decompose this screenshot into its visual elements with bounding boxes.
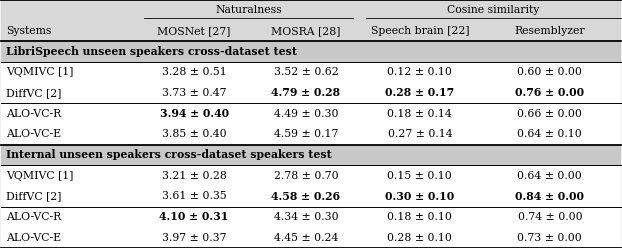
Text: ALO-VC-E: ALO-VC-E [6,233,62,243]
Text: 3.52 ± 0.62: 3.52 ± 0.62 [274,67,338,77]
Text: Naturalness: Naturalness [215,5,282,15]
Text: 3.28 ± 0.51: 3.28 ± 0.51 [162,67,226,77]
Text: VQMIVC [1]: VQMIVC [1] [6,171,73,181]
Text: VQMIVC [1]: VQMIVC [1] [6,67,73,77]
Text: 0.30 ± 0.10: 0.30 ± 0.10 [385,191,455,202]
Text: ALO-VC-E: ALO-VC-E [6,129,62,139]
Text: 4.34 ± 0.30: 4.34 ± 0.30 [274,212,338,222]
Text: 0.76 ± 0.00: 0.76 ± 0.00 [515,88,585,98]
Text: 0.73 ± 0.00: 0.73 ± 0.00 [518,233,582,243]
Text: 0.60 ± 0.00: 0.60 ± 0.00 [518,67,582,77]
Text: 0.84 ± 0.00: 0.84 ± 0.00 [516,191,584,202]
Text: 3.21 ± 0.28: 3.21 ± 0.28 [162,171,226,181]
Text: DiffVC [2]: DiffVC [2] [6,191,62,201]
Text: 3.85 ± 0.40: 3.85 ± 0.40 [162,129,226,139]
Text: 0.15 ± 0.10: 0.15 ± 0.10 [388,171,452,181]
Text: 0.12 ± 0.10: 0.12 ± 0.10 [388,67,452,77]
Text: 0.28 ± 0.10: 0.28 ± 0.10 [388,233,452,243]
Text: Cosine similarity: Cosine similarity [447,5,539,15]
Text: 4.59 ± 0.17: 4.59 ± 0.17 [274,129,338,139]
Text: 3.97 ± 0.37: 3.97 ± 0.37 [162,233,226,243]
FancyBboxPatch shape [1,145,621,165]
Text: ALO-VC-R: ALO-VC-R [6,212,62,222]
Text: 0.18 ± 0.14: 0.18 ± 0.14 [388,109,452,119]
Text: 0.27 ± 0.14: 0.27 ± 0.14 [388,129,452,139]
Text: MOSNet [27]: MOSNet [27] [157,26,231,36]
Text: 3.94 ± 0.40: 3.94 ± 0.40 [159,108,229,119]
Text: 3.73 ± 0.47: 3.73 ± 0.47 [162,88,226,98]
Text: 0.66 ± 0.00: 0.66 ± 0.00 [518,109,582,119]
FancyBboxPatch shape [1,41,621,62]
Text: 0.64 ± 0.00: 0.64 ± 0.00 [518,171,582,181]
Text: 0.18 ± 0.10: 0.18 ± 0.10 [388,212,452,222]
Text: 0.28 ± 0.17: 0.28 ± 0.17 [385,88,455,98]
Text: Speech brain [22]: Speech brain [22] [371,26,469,36]
FancyBboxPatch shape [1,21,621,41]
Text: LibriSpeech unseen speakers cross-dataset test: LibriSpeech unseen speakers cross-datase… [6,46,297,57]
Text: 0.74 ± 0.00: 0.74 ± 0.00 [518,212,582,222]
Text: Resemblyzer: Resemblyzer [514,26,585,36]
Text: 4.10 ± 0.31: 4.10 ± 0.31 [159,212,229,222]
Text: 4.58 ± 0.26: 4.58 ± 0.26 [271,191,341,202]
Text: DiffVC [2]: DiffVC [2] [6,88,62,98]
Text: Internal unseen speakers cross-dataset speakers test: Internal unseen speakers cross-dataset s… [6,150,332,160]
Text: MOSRA [28]: MOSRA [28] [271,26,341,36]
Text: ALO-VC-R: ALO-VC-R [6,109,62,119]
Text: Systems: Systems [6,26,52,36]
Text: 4.79 ± 0.28: 4.79 ± 0.28 [271,88,341,98]
Text: 4.45 ± 0.24: 4.45 ± 0.24 [274,233,338,243]
Text: 4.49 ± 0.30: 4.49 ± 0.30 [274,109,338,119]
Text: 2.78 ± 0.70: 2.78 ± 0.70 [274,171,338,181]
FancyBboxPatch shape [1,0,621,21]
Text: 0.64 ± 0.10: 0.64 ± 0.10 [518,129,582,139]
Text: 3.61 ± 0.35: 3.61 ± 0.35 [162,191,226,201]
